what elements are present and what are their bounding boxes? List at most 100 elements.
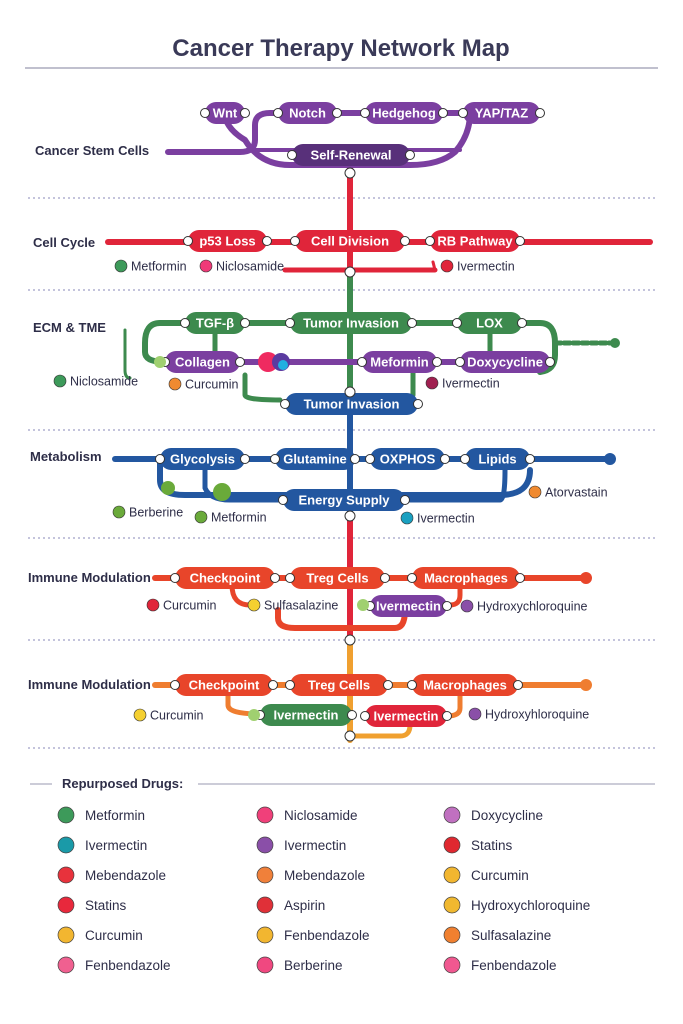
- legend-dot-icon: [57, 806, 75, 824]
- drug-dot-icon: [468, 707, 482, 721]
- legend-dot-icon: [57, 896, 75, 914]
- legend-item: Doxycycline: [471, 808, 543, 823]
- legend-dot-icon: [443, 806, 461, 824]
- station-tumor-invasion-label: Tumor Invasion: [304, 397, 400, 412]
- station-oxphos-label: OXPHOS: [380, 452, 436, 467]
- drug-dot-icon: [114, 259, 128, 273]
- drug-marker: [258, 352, 278, 372]
- station-tgf-[interactable]: [185, 312, 245, 334]
- station-tumor-invasion[interactable]: [285, 393, 418, 415]
- drug-label: Metformin: [131, 260, 187, 274]
- station-glycolysis[interactable]: [160, 448, 245, 470]
- station-ivermectin[interactable]: [260, 704, 352, 726]
- junction-node: [344, 167, 356, 179]
- station-ivermectin[interactable]: [365, 705, 447, 727]
- drug-dot-icon: [247, 598, 261, 612]
- station-lipids[interactable]: [465, 448, 530, 470]
- station-node: [460, 454, 470, 464]
- station-checkpoint[interactable]: [175, 674, 273, 696]
- station-node: [240, 454, 250, 464]
- station-ivermectin-label: Ivermectin: [376, 599, 441, 614]
- station-ivermectin[interactable]: [370, 595, 447, 617]
- station-node: [400, 236, 410, 246]
- station-macrophages[interactable]: [412, 674, 518, 696]
- section-label: ECM & TME: [33, 320, 106, 335]
- drug-marker: [248, 709, 260, 721]
- drug-dot-icon: [400, 511, 414, 525]
- station-collagen[interactable]: [165, 351, 240, 373]
- drug-dot-icon: [146, 598, 160, 612]
- legend-dot-icon: [443, 896, 461, 914]
- legend-item: Berberine: [284, 958, 343, 973]
- station-collagen-label: Collagen: [175, 355, 230, 370]
- drug-dot-icon: [199, 259, 213, 273]
- station-node: [332, 108, 342, 118]
- drug-dot-icon: [425, 376, 439, 390]
- legend-dot-icon: [57, 836, 75, 854]
- station-meformin[interactable]: [362, 351, 437, 373]
- station-energy-supply[interactable]: [283, 489, 405, 511]
- station-hedgehog[interactable]: [365, 102, 443, 124]
- station-self-renewal[interactable]: [292, 144, 410, 166]
- station-treg-cells[interactable]: [290, 567, 385, 589]
- route-line: [447, 582, 463, 608]
- drug-label: Atorvastain: [545, 486, 608, 500]
- route-line: [142, 320, 168, 365]
- station-notch[interactable]: [278, 102, 337, 124]
- drug-label: Hydroxyhloroquine: [485, 708, 589, 722]
- station-node: [155, 454, 165, 464]
- station-p53-loss[interactable]: [188, 230, 267, 252]
- legend-item: Niclosamide: [284, 808, 358, 823]
- station-node: [513, 680, 523, 690]
- station-node: [438, 108, 448, 118]
- legend-dot-icon: [256, 866, 274, 884]
- station-node: [380, 573, 390, 583]
- legend-item: Ivermectin: [85, 838, 147, 853]
- station-checkpoint-label: Checkpoint: [190, 571, 261, 586]
- station-checkpoint[interactable]: [175, 567, 275, 589]
- station-lox[interactable]: [457, 312, 522, 334]
- station-treg-cells-label: Treg Cells: [306, 571, 368, 586]
- station-node: [170, 680, 180, 690]
- legend-item: Hydroxychloroquine: [471, 898, 590, 913]
- legend-item: Statins: [85, 898, 127, 913]
- station-cell-division[interactable]: [295, 230, 405, 252]
- drug-dot-icon: [194, 510, 208, 524]
- station-node: [240, 318, 250, 328]
- section-label: Immune Modulation: [28, 677, 151, 692]
- drug-label: Ivermectin: [457, 260, 515, 274]
- station-macrophages-label: Macrophages: [424, 571, 508, 586]
- station-macrophages[interactable]: [412, 567, 520, 589]
- legend-dot-icon: [443, 866, 461, 884]
- drug-label: Berberine: [129, 506, 183, 520]
- station-node: [235, 357, 245, 367]
- route-line: [349, 722, 413, 739]
- legend-item: Fenbendazole: [85, 958, 171, 973]
- legend-dot-icon: [443, 956, 461, 974]
- station-hedgehog-label: Hedgehog: [372, 106, 436, 121]
- drug-label: Ivermectin: [417, 512, 475, 526]
- station-cell-division-label: Cell Division: [311, 234, 389, 249]
- station-node: [525, 454, 535, 464]
- station-macrophages-label: Macrophages: [423, 678, 507, 693]
- station-doxycycline[interactable]: [460, 351, 550, 373]
- station-yap-taz[interactable]: [463, 102, 540, 124]
- route-line: [431, 260, 437, 272]
- station-glutamine[interactable]: [275, 448, 355, 470]
- legend-item: Mebendazole: [284, 868, 365, 883]
- station-node: [357, 357, 367, 367]
- station-wnt[interactable]: [205, 102, 245, 124]
- station-node: [180, 318, 190, 328]
- station-rb-pathway[interactable]: [430, 230, 520, 252]
- station-node: [273, 108, 283, 118]
- section-label: Metabolism: [30, 449, 102, 464]
- station-tumor-invasion[interactable]: [290, 312, 412, 334]
- line-end-dot: [610, 338, 620, 348]
- station-node: [268, 680, 278, 690]
- station-oxphos[interactable]: [370, 448, 445, 470]
- station-node: [455, 357, 465, 367]
- drug-marker: [213, 483, 231, 501]
- drug-dot-icon: [440, 259, 454, 273]
- station-treg-cells[interactable]: [290, 674, 388, 696]
